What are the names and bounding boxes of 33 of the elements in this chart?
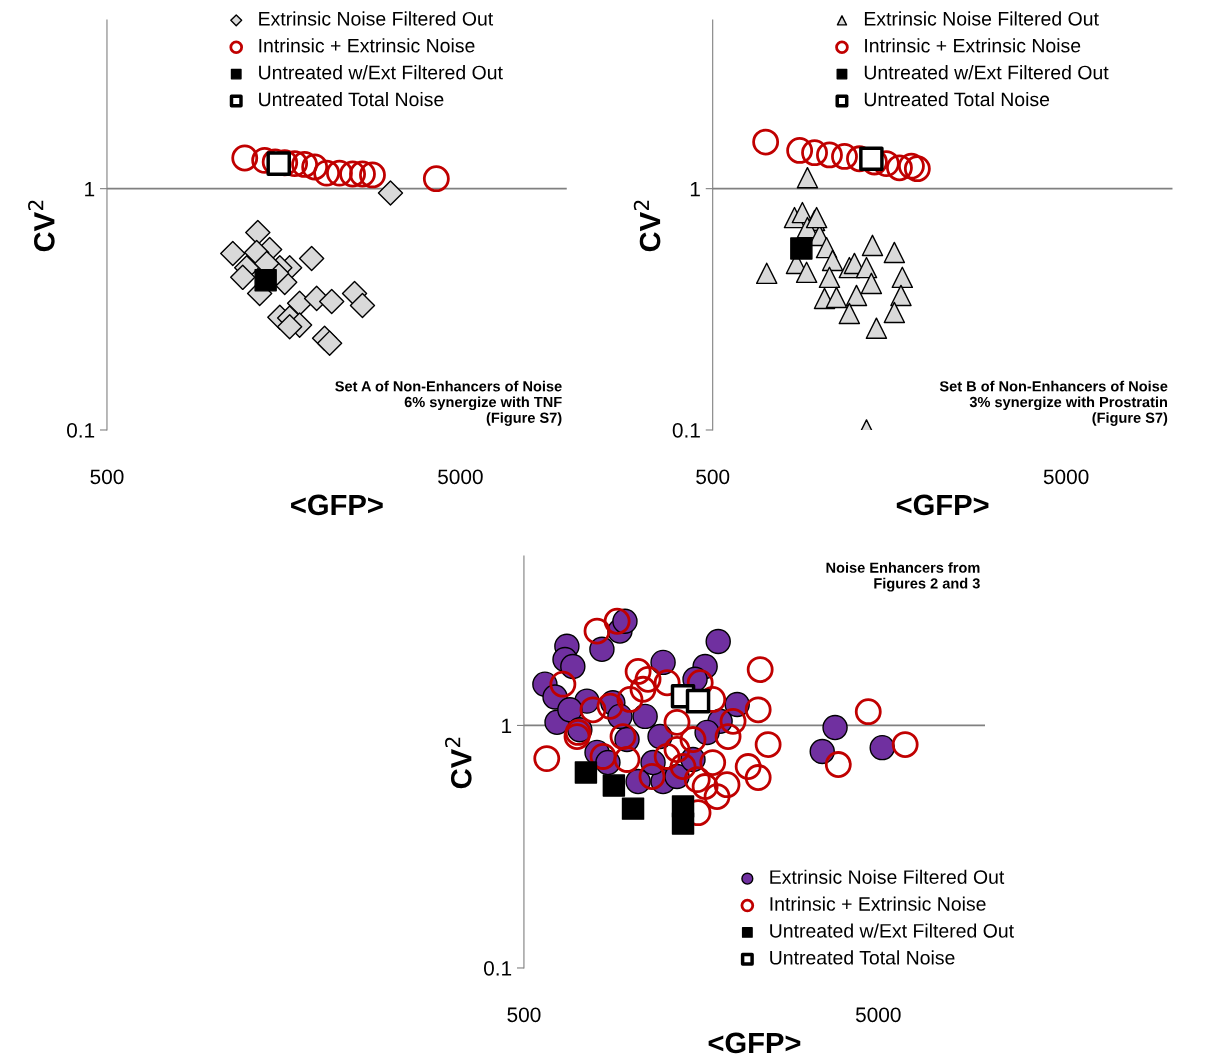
- x-tick-label: 5000: [438, 469, 483, 485]
- y-tick-label: 1: [502, 718, 512, 734]
- legend-label: Intrinsic + Extrinsic Noise: [259, 38, 475, 53]
- y-tick-label: 1: [690, 181, 700, 197]
- annotation: Set A of Non-Enhancers of Noise 6% synergize with TNF (Figure S7): [335, 380, 562, 426]
- annotation: Set B of Non-Enhancers of Noise 3% synergize with Prostratin (Figure S7): [939, 380, 1168, 426]
- legend-label: Untreated w/Ext Filtered Out: [259, 65, 503, 80]
- legend-label: Extrinsic Noise Filtered Out: [864, 11, 1099, 26]
- legend-label: Untreated Total Noise: [259, 91, 444, 107]
- legend-label: Intrinsic + Extrinsic Noise: [865, 38, 1081, 53]
- y-axis-title: CV$^{2}$: [633, 200, 661, 252]
- x-tick-label: 500: [507, 1007, 541, 1023]
- x-tick-label: 5000: [1043, 469, 1089, 485]
- x-tick-label: 500: [696, 469, 730, 485]
- legend-label: Intrinsic + Extrinsic Noise: [770, 896, 986, 911]
- x-axis-title: <GFP>: [708, 1032, 801, 1054]
- legend-label: Untreated w/Ext Filtered Out: [864, 65, 1109, 80]
- y-tick-label: 0.1: [672, 422, 700, 438]
- x-axis-title: <GFP>: [291, 494, 383, 516]
- x-tick-label: 5000: [855, 1007, 901, 1023]
- y-tick-label: 0.1: [483, 960, 512, 976]
- y-axis-title: CV$^{2}$: [28, 200, 55, 252]
- x-tick-label: 500: [90, 469, 124, 485]
- legend-label: Extrinsic Noise Filtered Out: [259, 11, 494, 26]
- annotation: Noise Enhancers from Figures 2 and 3: [826, 562, 980, 592]
- legend-label: Untreated Total Noise: [864, 91, 1050, 107]
- legend-label: Untreated Total Noise: [770, 950, 955, 965]
- legend-label: Extrinsic Noise Filtered Out: [770, 869, 1005, 884]
- y-tick-label: 0.1: [67, 422, 95, 438]
- legend-label: Untreated w/Ext Filtered Out: [770, 923, 1014, 938]
- x-axis-title: <GFP>: [896, 494, 989, 516]
- y-tick-label: 1: [85, 181, 95, 197]
- y-axis-title: CV$^{2}$: [445, 737, 472, 789]
